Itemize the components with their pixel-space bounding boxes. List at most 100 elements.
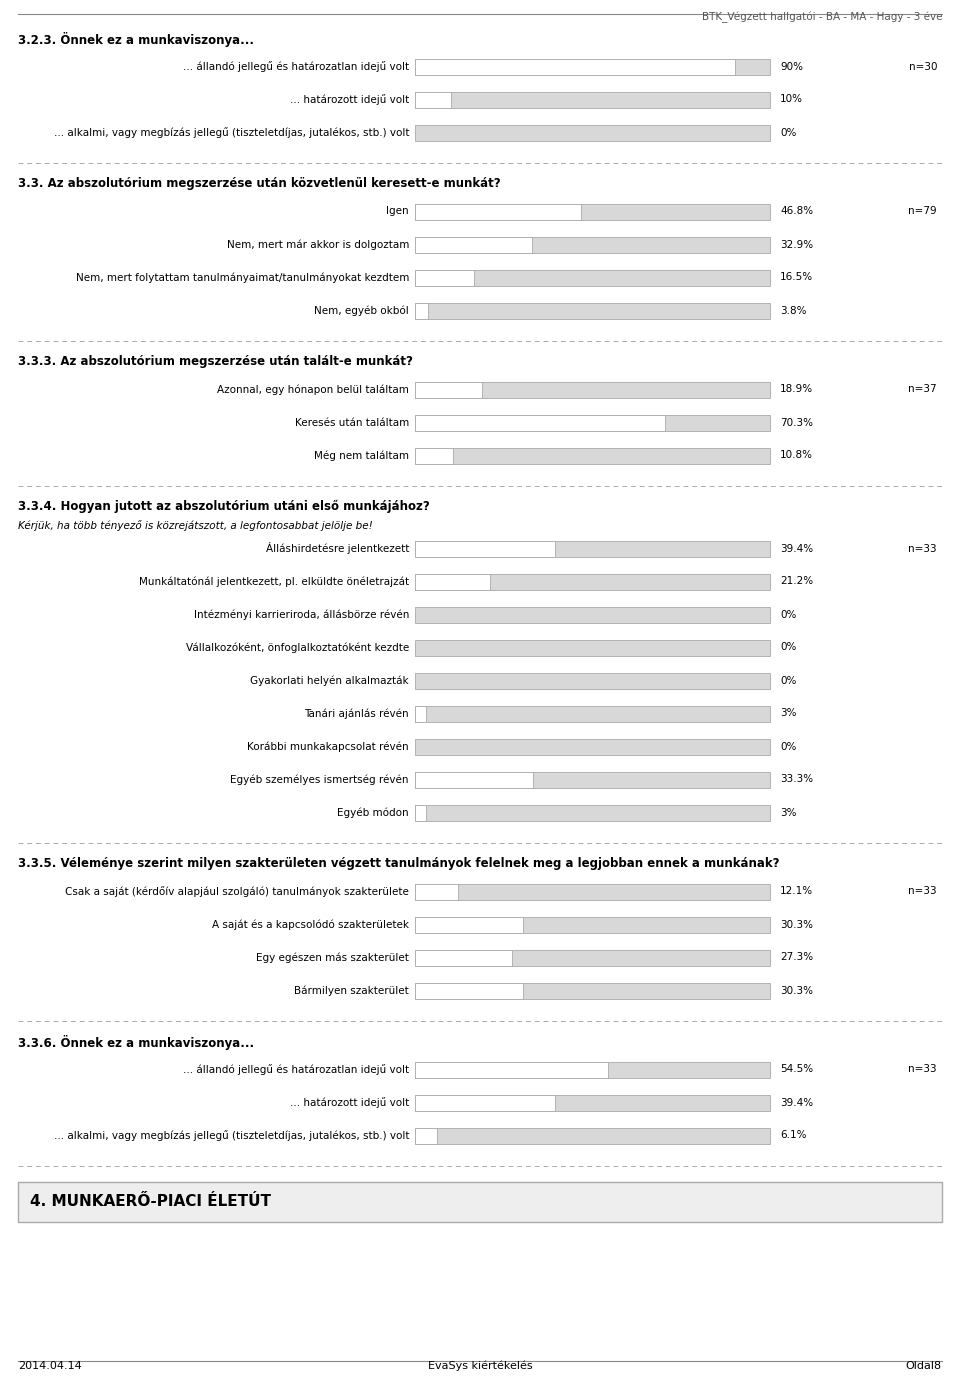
Bar <box>415 917 770 932</box>
Text: Nem, egyéb okból: Nem, egyéb okból <box>314 306 409 315</box>
Bar <box>415 303 770 318</box>
Text: ... alkalmi, vagy megbízás jellegű (tiszteletdíjas, jutalékos, stb.) volt: ... alkalmi, vagy megbízás jellegű (tisz… <box>54 127 409 138</box>
Text: 3.3.4. Hogyan jutott az abszolutórium utáni első munkájához?: 3.3.4. Hogyan jutott az abszolutórium ut… <box>18 499 430 513</box>
Text: EvaSys kiértékelés: EvaSys kiértékelés <box>428 1360 532 1371</box>
Bar <box>415 92 450 107</box>
Text: Csak a saját (kérdőív alapjául szolgáló) tanulmányok szakterülete: Csak a saját (kérdőív alapjául szolgáló)… <box>65 886 409 897</box>
Bar <box>415 237 770 252</box>
Text: 0%: 0% <box>780 675 797 685</box>
Bar <box>415 1127 770 1144</box>
Text: Vállalkozóként, önfoglalkoztatóként kezdte: Vállalkozóként, önfoglalkoztatóként kezd… <box>185 642 409 653</box>
Bar <box>415 540 770 557</box>
Text: BTK_Végzett hallgatói - BA - MA - Hagy - 3 éve: BTK_Végzett hallgatói - BA - MA - Hagy -… <box>702 13 942 24</box>
Text: 46.8%: 46.8% <box>780 206 813 216</box>
Text: ... határozott idejű volt: ... határozott idejű volt <box>290 93 409 105</box>
Bar <box>415 1062 609 1077</box>
Text: Egyéb személyes ismertség révén: Egyéb személyes ismertség révén <box>230 774 409 785</box>
Bar <box>415 573 491 590</box>
Bar <box>415 448 770 463</box>
Bar <box>415 269 473 286</box>
Text: Tanári ajánlás révén: Tanári ajánlás révén <box>304 709 409 718</box>
Text: 21.2%: 21.2% <box>780 576 813 586</box>
Text: Bármilyen szakterület: Bármilyen szakterület <box>295 985 409 996</box>
Text: 0%: 0% <box>780 643 797 653</box>
Bar <box>415 950 512 965</box>
Bar <box>415 59 770 74</box>
Bar <box>415 1127 437 1144</box>
Text: Egy egészen más szakterület: Egy egészen más szakterület <box>256 953 409 963</box>
Bar <box>415 124 770 141</box>
Text: 12.1%: 12.1% <box>780 886 813 897</box>
Text: 3.3. Az abszolutórium megszerzése után közvetlenül keresett-e munkát?: 3.3. Az abszolutórium megszerzése után k… <box>18 177 500 190</box>
Bar <box>415 771 770 788</box>
Text: 4. MUNKAERŐ-PIACI ÉLETÚT: 4. MUNKAERŐ-PIACI ÉLETÚT <box>30 1194 271 1209</box>
Text: Azonnal, egy hónapon belül találtam: Azonnal, egy hónapon belül találtam <box>217 384 409 395</box>
Text: 30.3%: 30.3% <box>780 985 813 996</box>
Bar <box>415 204 581 219</box>
Bar <box>415 607 770 622</box>
Bar <box>415 706 425 721</box>
Text: 32.9%: 32.9% <box>780 240 813 250</box>
Text: 54.5%: 54.5% <box>780 1064 813 1074</box>
Text: 33.3%: 33.3% <box>780 774 813 784</box>
Text: 10%: 10% <box>780 95 803 105</box>
Text: ... határozott idejű volt: ... határozott idejű volt <box>290 1096 409 1108</box>
Bar <box>415 59 734 74</box>
Text: n=79: n=79 <box>908 206 937 216</box>
Bar <box>415 805 425 820</box>
Text: Még nem találtam: Még nem találtam <box>314 451 409 460</box>
Text: 0%: 0% <box>780 610 797 619</box>
Text: 3.3.3. Az abszolutórium megszerzése után talált-e munkát?: 3.3.3. Az abszolutórium megszerzése után… <box>18 354 413 368</box>
Text: Korábbi munkakapcsolat révén: Korábbi munkakapcsolat révén <box>248 741 409 752</box>
Bar <box>415 917 522 932</box>
Text: Álláshirdetésre jelentkezett: Álláshirdetésre jelentkezett <box>266 543 409 554</box>
Text: Munkáltatónál jelentkezett, pl. elküldte önéletrajzát: Munkáltatónál jelentkezett, pl. elküldte… <box>139 576 409 587</box>
Text: 18.9%: 18.9% <box>780 385 813 395</box>
Bar <box>18 1182 942 1222</box>
Text: Nem, mert már akkor is dolgoztam: Nem, mert már akkor is dolgoztam <box>227 240 409 250</box>
Text: 90%: 90% <box>780 61 803 71</box>
Bar <box>415 381 482 398</box>
Text: 39.4%: 39.4% <box>780 544 813 554</box>
Text: ... állandó jellegű és határozatlan idejű volt: ... állandó jellegű és határozatlan idej… <box>182 61 409 73</box>
Text: A saját és a kapcsolódó szakterületek: A saját és a kapcsolódó szakterületek <box>212 919 409 929</box>
Bar <box>415 639 770 656</box>
Bar <box>415 1062 770 1077</box>
Bar <box>415 1095 555 1110</box>
Text: Nem, mert folytattam tanulmányaimat/tanulmányokat kezdtem: Nem, mert folytattam tanulmányaimat/tanu… <box>76 272 409 283</box>
Text: 39.4%: 39.4% <box>780 1098 813 1108</box>
Text: 10.8%: 10.8% <box>780 451 813 460</box>
Bar <box>415 982 522 999</box>
Bar <box>415 706 770 721</box>
Bar <box>415 92 770 107</box>
Text: 2014.04.14: 2014.04.14 <box>18 1362 82 1371</box>
Text: n=33: n=33 <box>908 544 937 554</box>
Bar <box>415 204 770 219</box>
Text: Kérjük, ha több tényező is közrejátszott, a legfontosabbat jelölje be!: Kérjük, ha több tényező is közrejátszott… <box>18 520 372 531</box>
Text: ... alkalmi, vagy megbízás jellegű (tiszteletdíjas, jutalékos, stb.) volt: ... alkalmi, vagy megbízás jellegű (tisz… <box>54 1130 409 1141</box>
Bar <box>415 237 532 252</box>
Bar <box>415 672 770 689</box>
Text: n=33: n=33 <box>908 886 937 897</box>
Bar <box>415 738 770 755</box>
Bar <box>415 448 453 463</box>
Text: n=30: n=30 <box>908 61 937 71</box>
Text: Oldal8: Oldal8 <box>906 1362 942 1371</box>
Text: Intézményi karrieriroda, állásbörze révén: Intézményi karrieriroda, állásbörze révé… <box>194 610 409 619</box>
Text: 0%: 0% <box>780 742 797 752</box>
Text: 3%: 3% <box>780 709 797 718</box>
Text: n=37: n=37 <box>908 385 937 395</box>
Bar <box>415 982 770 999</box>
Bar <box>415 540 555 557</box>
Bar <box>415 269 770 286</box>
Text: 70.3%: 70.3% <box>780 417 813 427</box>
Bar <box>415 414 664 431</box>
Text: ... állandó jellegű és határozatlan idejű volt: ... állandó jellegű és határozatlan idej… <box>182 1064 409 1076</box>
Bar <box>415 573 770 590</box>
Text: 3%: 3% <box>780 808 797 817</box>
Text: 16.5%: 16.5% <box>780 272 813 283</box>
Text: 3.3.5. Véleménye szerint milyen szakterületen végzett tanulmányok felelnek meg a: 3.3.5. Véleménye szerint milyen szakterü… <box>18 857 780 870</box>
Text: Keresés után találtam: Keresés után találtam <box>295 417 409 427</box>
Text: 3.2.3. Önnek ez a munkaviszonya...: 3.2.3. Önnek ez a munkaviszonya... <box>18 32 254 47</box>
Text: Gyakorlati helyén alkalmazták: Gyakorlati helyén alkalmazták <box>251 675 409 686</box>
